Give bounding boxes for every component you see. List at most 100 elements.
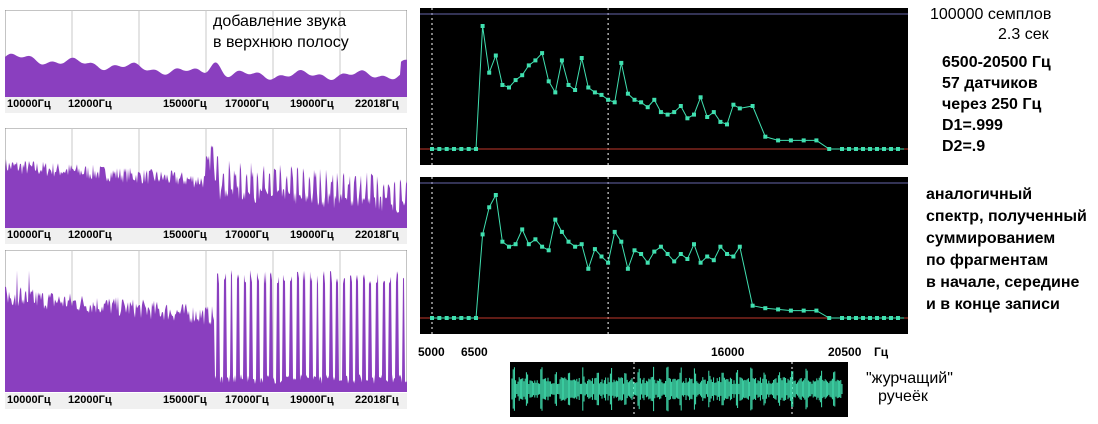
chart2-point-51 [801,308,806,313]
chart1-point-8 [487,70,492,75]
chart1-point-36 [672,110,677,115]
chart2-point-17 [546,248,551,253]
chart1-point-46 [737,106,742,111]
method-line: аналогичный [926,186,1033,203]
chart1-point-12 [513,78,518,83]
chart2-point-33 [652,249,657,254]
chart1-tail-point [868,147,872,151]
chart2-point-23 [586,266,591,271]
chart2-point-48 [763,306,768,311]
chart1-point-11 [507,85,511,90]
spectrum-3-ticks: 10000Гц 12000Гц 15000Гц 17000Гц 19000Гц … [5,393,407,409]
chart1-point-10 [500,83,505,87]
chart1-point-32 [645,105,650,110]
chart2-point-26 [606,260,611,265]
chart2-point-6 [474,316,478,320]
chart1-tail-point [875,147,879,151]
chart2-point-53 [827,316,832,320]
chart2-tail-point [882,316,886,320]
chart2-point-16 [540,244,545,249]
method-line: суммированием [926,230,1056,247]
chart1-point-38 [685,116,690,121]
tick-label: 12000Гц [68,98,112,110]
annotation-line: в верхнюю полосу [213,34,349,51]
chart1-point-13 [520,73,525,78]
tick-label: 19000Гц [290,394,334,406]
chart1-point-16 [540,51,545,56]
spectrum-2-fill [5,145,407,228]
chart1-point-48 [763,134,768,139]
freq-label-20500: 20500 [828,345,862,359]
chart1-point-49 [776,138,781,143]
spectrum-panel-2 [5,128,407,228]
chart2-point-35 [665,252,670,256]
chart1-point-41 [705,115,710,119]
chart1-point-5 [466,147,471,151]
chart2-point-46 [737,244,742,249]
chart1-point-43 [718,119,723,124]
spectrum-1-svg [5,10,407,97]
chart2-point-30 [632,248,637,253]
chart1-point-15 [533,58,538,63]
chart2-tail-point [854,316,858,320]
chart2-point-8 [487,205,492,210]
method-line: по фрагментам [926,252,1049,269]
chart1-tail-point [847,147,851,151]
chart2-point-4 [459,316,464,320]
tick-label: 10000Гц [7,229,51,241]
chart1-point-54 [840,147,844,151]
freq-unit: Гц [874,345,889,359]
chart1-point-19 [559,58,564,63]
chart1-point-22 [579,56,584,60]
method-line: в начале, середине [926,274,1080,291]
sensor-chart-2 [420,177,908,334]
chart2-point-31 [639,252,644,256]
chart2-point-54 [840,316,844,320]
waveform-caption: "журчащий" ручеёк [866,370,953,406]
chart1-point-47 [750,104,755,108]
chart1-point-7 [480,24,485,28]
d2-note: D2=.9 [942,138,986,155]
chart1-point-24 [592,90,597,95]
chart2-point-7 [480,232,485,237]
chart2-point-1 [437,316,442,320]
chart2-point-15 [533,237,538,242]
chart1-point-20 [566,83,571,87]
chart1-point-39 [692,112,696,117]
tick-label: 15000Гц [163,394,207,406]
chart2-point-5 [466,316,471,320]
caption-line: "журчащий" [866,370,953,387]
chart2-series-line [432,193,904,319]
chart2-point-27 [612,229,617,234]
step-note: через 250 Гц [942,96,1042,113]
chart1-point-52 [814,138,819,143]
chart1-point-34 [658,110,663,115]
chart2-point-40 [698,260,703,265]
tick-label: 17000Гц [225,98,269,110]
chart1-point-3 [452,147,456,151]
chart2-point-11 [507,244,511,249]
spectrum-3-svg [5,250,407,392]
chart1-point-1 [437,147,442,151]
spectrum-panel-1 [5,10,407,97]
tick-label: 19000Гц [290,229,334,241]
spectrum-3-fill [5,270,407,392]
waveform-panel [510,362,848,417]
tick-label: 15000Гц [163,98,207,110]
tick-label: 22018Гц [355,229,399,241]
chart1-point-26 [606,97,611,102]
tick-label: 19000Гц [290,98,334,110]
tick-label: 12000Гц [68,229,112,241]
chart2-point-38 [685,257,690,261]
chart2-point-47 [750,303,755,308]
tick-label: 22018Гц [355,98,399,110]
tick-label: 22018Гц [355,394,399,406]
chart2-point-52 [814,308,819,313]
chart1-point-35 [665,112,670,117]
sensor-chart-1-svg [420,8,908,165]
chart2-tail-point [868,316,872,320]
chart2-point-19 [559,229,564,234]
chart1-point-28 [619,60,624,65]
params-block: 6500-20500 Гц 57 датчиков через 250 Гц D… [942,52,1051,157]
chart2-point-25 [599,254,604,259]
